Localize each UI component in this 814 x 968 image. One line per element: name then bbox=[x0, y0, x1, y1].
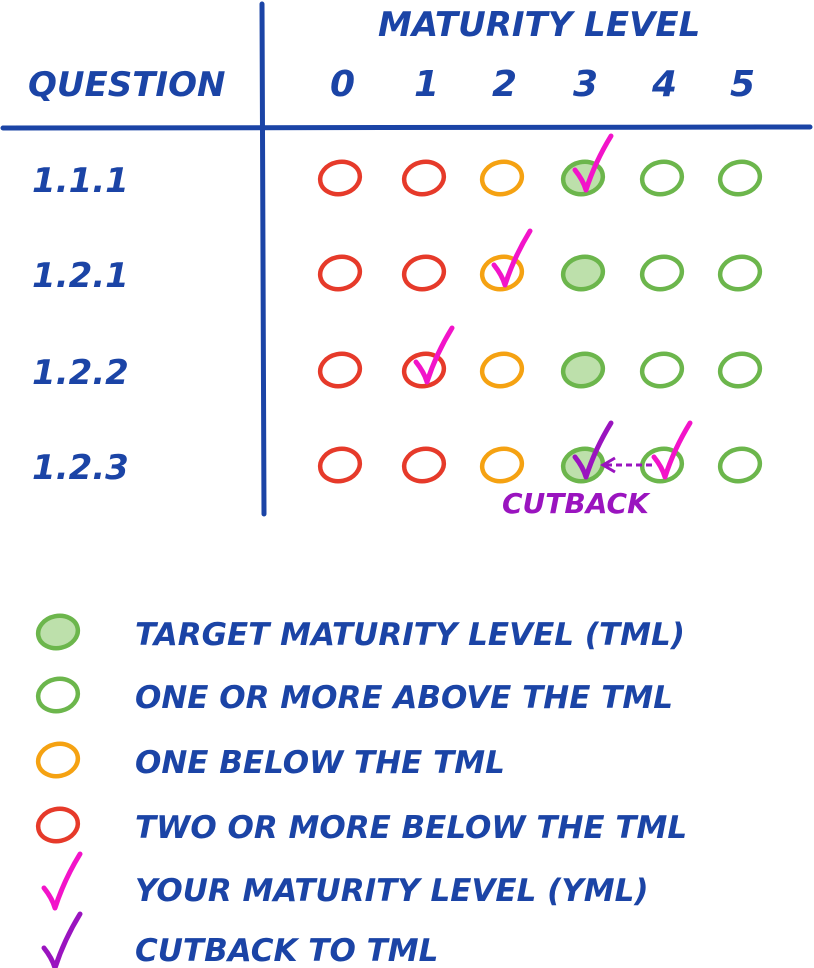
green-level-circle bbox=[717, 159, 763, 197]
red-level-circle bbox=[317, 351, 363, 389]
legend-label: ONE BELOW THE TML bbox=[135, 745, 505, 781]
legend-item: ONE BELOW THE TML bbox=[35, 741, 505, 781]
legend-label: TARGET MATURITY LEVEL (TML) bbox=[135, 617, 685, 653]
red-level-circle bbox=[317, 446, 363, 484]
green-level-circle bbox=[717, 351, 763, 389]
vertical-divider bbox=[259, 1, 267, 517]
green-level-circle bbox=[639, 446, 685, 484]
cutback-check-icon bbox=[572, 420, 614, 480]
yml-check-icon bbox=[491, 228, 533, 288]
question-row: 1.2.3 CUTBACK bbox=[32, 420, 763, 520]
header-divider bbox=[0, 124, 813, 131]
question-id: 1.2.3 bbox=[32, 448, 129, 488]
red-circle-icon bbox=[35, 806, 81, 844]
orange-level-circle bbox=[479, 446, 525, 484]
cutback-check-icon bbox=[41, 911, 83, 968]
question-row: 1.2.1 bbox=[32, 228, 763, 296]
orange-level-circle bbox=[479, 254, 525, 292]
arrow-head-icon bbox=[600, 456, 616, 474]
question-row: 1.1.1 bbox=[32, 133, 763, 201]
target-circle-icon bbox=[35, 613, 81, 651]
red-level-circle bbox=[317, 159, 363, 197]
question-id: 1.2.2 bbox=[32, 353, 129, 393]
red-level-circle bbox=[401, 159, 447, 197]
level-label: 0 bbox=[330, 64, 355, 105]
question-header: QUESTION bbox=[28, 65, 225, 105]
cutback-label: CUTBACK bbox=[502, 487, 651, 520]
yml-check-icon bbox=[651, 420, 693, 480]
target-level-circle bbox=[560, 254, 606, 292]
yml-check-icon bbox=[572, 133, 614, 193]
green-level-circle bbox=[639, 159, 685, 197]
orange-level-circle bbox=[479, 351, 525, 389]
yml-check-icon bbox=[413, 325, 455, 385]
level-label: 3 bbox=[573, 64, 598, 105]
legend-item: CUTBACK TO TML bbox=[41, 911, 438, 968]
level-label: 5 bbox=[730, 64, 755, 105]
question-id: 1.1.1 bbox=[32, 161, 129, 201]
green-level-circle bbox=[717, 446, 763, 484]
legend-item: YOUR MATURITY LEVEL (YML) bbox=[41, 851, 649, 911]
level-label: 2 bbox=[492, 64, 517, 105]
red-level-circle bbox=[401, 351, 447, 389]
legend-item: TARGET MATURITY LEVEL (TML) bbox=[35, 613, 685, 653]
legend-label: CUTBACK TO TML bbox=[135, 933, 438, 968]
legend-item: TWO OR MORE BELOW THE TML bbox=[35, 806, 687, 846]
red-level-circle bbox=[317, 254, 363, 292]
orange-circle-icon bbox=[35, 741, 81, 779]
legend-item: ONE OR MORE ABOVE THE TML bbox=[35, 676, 673, 716]
orange-level-circle bbox=[479, 159, 525, 197]
legend-label: TWO OR MORE BELOW THE TML bbox=[135, 810, 687, 846]
level-label: 1 bbox=[414, 64, 439, 105]
question-id: 1.2.1 bbox=[32, 256, 129, 296]
green-level-circle bbox=[639, 351, 685, 389]
green-level-circle bbox=[717, 254, 763, 292]
target-level-circle bbox=[560, 351, 606, 389]
question-row: 1.2.2 bbox=[32, 325, 763, 393]
green-circle-icon bbox=[35, 676, 81, 714]
legend-label: ONE OR MORE ABOVE THE TML bbox=[135, 680, 673, 716]
legend-label: YOUR MATURITY LEVEL (YML) bbox=[135, 873, 649, 909]
green-level-circle bbox=[639, 254, 685, 292]
yml-check-icon bbox=[41, 851, 83, 911]
maturity-level-title: MATURITY LEVEL bbox=[378, 5, 700, 45]
level-label: 4 bbox=[651, 64, 677, 105]
red-level-circle bbox=[401, 446, 447, 484]
red-level-circle bbox=[401, 254, 447, 292]
